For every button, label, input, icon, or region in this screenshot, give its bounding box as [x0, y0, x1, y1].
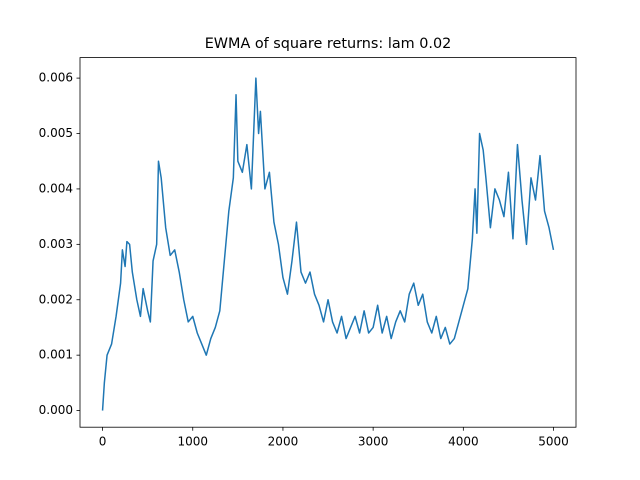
y-tick-label: 0.000	[39, 403, 73, 417]
y-tick-label: 0.002	[39, 292, 73, 306]
y-tick-label: 0.006	[39, 71, 73, 85]
y-tick-label: 0.003	[39, 237, 73, 251]
data-line	[101, 77, 555, 411]
x-tick-label: 0	[99, 435, 107, 449]
x-tick-label: 5000	[538, 435, 569, 449]
y-tick-label: 0.001	[39, 348, 73, 362]
x-tick-label: 2000	[268, 435, 299, 449]
x-tick-label: 4000	[448, 435, 479, 449]
chart-title: EWMA of square returns: lam 0.02	[205, 36, 452, 52]
y-tick-label: 0.005	[39, 126, 73, 140]
x-tick-label: 1000	[177, 435, 208, 449]
axes-frame	[79, 57, 577, 428]
x-tick-label: 3000	[358, 435, 389, 449]
y-tick-label: 0.004	[39, 181, 73, 195]
